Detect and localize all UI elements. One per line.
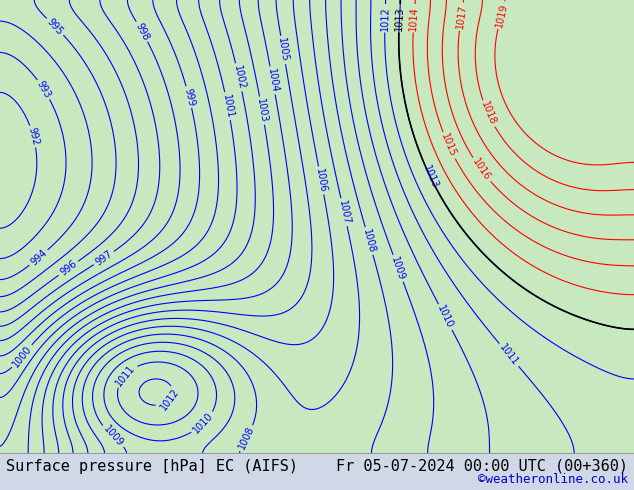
- Text: 995: 995: [45, 16, 65, 37]
- Text: 997: 997: [93, 248, 114, 268]
- Text: 1017: 1017: [455, 4, 468, 29]
- Text: 1008: 1008: [361, 228, 377, 254]
- Text: 1004: 1004: [266, 68, 280, 93]
- Text: 1000: 1000: [11, 343, 34, 369]
- Text: 1010: 1010: [191, 411, 216, 436]
- Text: Surface pressure [hPa] EC (AIFS): Surface pressure [hPa] EC (AIFS): [6, 459, 299, 474]
- Text: 1014: 1014: [408, 6, 420, 31]
- Text: 1018: 1018: [479, 100, 498, 127]
- Text: 1002: 1002: [231, 64, 246, 90]
- Text: 1016: 1016: [470, 157, 492, 183]
- Text: 1010: 1010: [436, 304, 455, 330]
- Text: 1015: 1015: [439, 132, 458, 159]
- Text: 992: 992: [26, 126, 41, 147]
- Text: 1013: 1013: [421, 164, 440, 191]
- Text: 1007: 1007: [337, 199, 351, 225]
- Text: 1011: 1011: [113, 363, 137, 388]
- Text: 999: 999: [182, 87, 196, 107]
- Text: 993: 993: [35, 79, 53, 100]
- Text: ©weatheronline.co.uk: ©weatheronline.co.uk: [477, 473, 628, 486]
- Text: 1013: 1013: [394, 6, 405, 31]
- Text: 1012: 1012: [158, 387, 181, 413]
- Text: 1011: 1011: [498, 342, 521, 368]
- Text: 1003: 1003: [256, 98, 269, 123]
- Text: 1001: 1001: [221, 93, 235, 119]
- Text: 1019: 1019: [495, 2, 510, 28]
- Text: 1006: 1006: [314, 168, 328, 193]
- Text: 1005: 1005: [276, 37, 290, 63]
- Text: 1009: 1009: [389, 255, 407, 282]
- Text: 996: 996: [58, 259, 79, 278]
- Text: 1009: 1009: [101, 424, 125, 449]
- Text: 1008: 1008: [236, 425, 256, 451]
- Text: 994: 994: [29, 248, 49, 268]
- Text: 1012: 1012: [380, 6, 391, 31]
- Text: 998: 998: [133, 21, 151, 42]
- Text: Fr 05-07-2024 00:00 UTC (00+360): Fr 05-07-2024 00:00 UTC (00+360): [335, 459, 628, 474]
